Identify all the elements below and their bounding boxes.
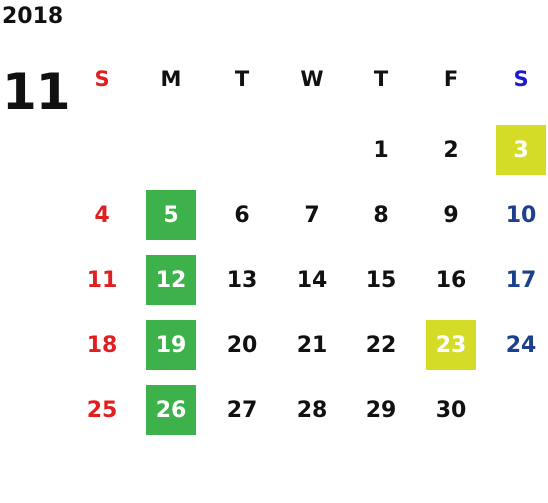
weekday-header: M xyxy=(160,67,182,91)
day-cell[interactable]: 13 xyxy=(226,267,258,293)
day-cell[interactable]: 12 xyxy=(146,255,196,305)
day-cell[interactable]: 22 xyxy=(365,332,397,358)
weekday-header: S xyxy=(94,67,110,91)
day-cell[interactable]: 29 xyxy=(365,397,397,423)
weekday-header: S xyxy=(513,67,529,91)
day-cell[interactable]: 24 xyxy=(505,332,537,358)
day-cell[interactable]: 10 xyxy=(505,202,537,228)
year-label: 2018 xyxy=(2,4,64,29)
day-cell[interactable]: 7 xyxy=(304,202,320,228)
day-cell[interactable]: 21 xyxy=(296,332,328,358)
day-cell[interactable]: 27 xyxy=(226,397,258,423)
day-cell[interactable]: 19 xyxy=(146,320,196,370)
day-cell[interactable]: 9 xyxy=(443,202,459,228)
month-number: 11 xyxy=(2,63,71,121)
day-cell[interactable]: 2 xyxy=(443,137,459,163)
day-cell[interactable]: 18 xyxy=(86,332,118,358)
day-cell[interactable]: 20 xyxy=(226,332,258,358)
day-cell[interactable]: 8 xyxy=(373,202,389,228)
day-cell[interactable]: 23 xyxy=(426,320,476,370)
day-cell[interactable]: 6 xyxy=(234,202,250,228)
day-cell[interactable]: 16 xyxy=(435,267,467,293)
weekday-header: T xyxy=(373,67,389,91)
day-cell[interactable]: 11 xyxy=(86,267,118,293)
day-cell[interactable]: 4 xyxy=(94,202,110,228)
day-cell[interactable]: 15 xyxy=(365,267,397,293)
day-cell[interactable]: 5 xyxy=(146,190,196,240)
weekday-header: F xyxy=(443,67,459,91)
day-cell[interactable]: 14 xyxy=(296,267,328,293)
weekday-header: W xyxy=(300,67,324,91)
day-cell[interactable]: 28 xyxy=(296,397,328,423)
day-cell[interactable]: 25 xyxy=(86,397,118,423)
day-cell[interactable]: 17 xyxy=(505,267,537,293)
day-cell[interactable]: 30 xyxy=(435,397,467,423)
day-cell[interactable]: 3 xyxy=(496,125,546,175)
day-cell[interactable]: 1 xyxy=(373,137,389,163)
weekday-header: T xyxy=(234,67,250,91)
day-cell[interactable]: 26 xyxy=(146,385,196,435)
